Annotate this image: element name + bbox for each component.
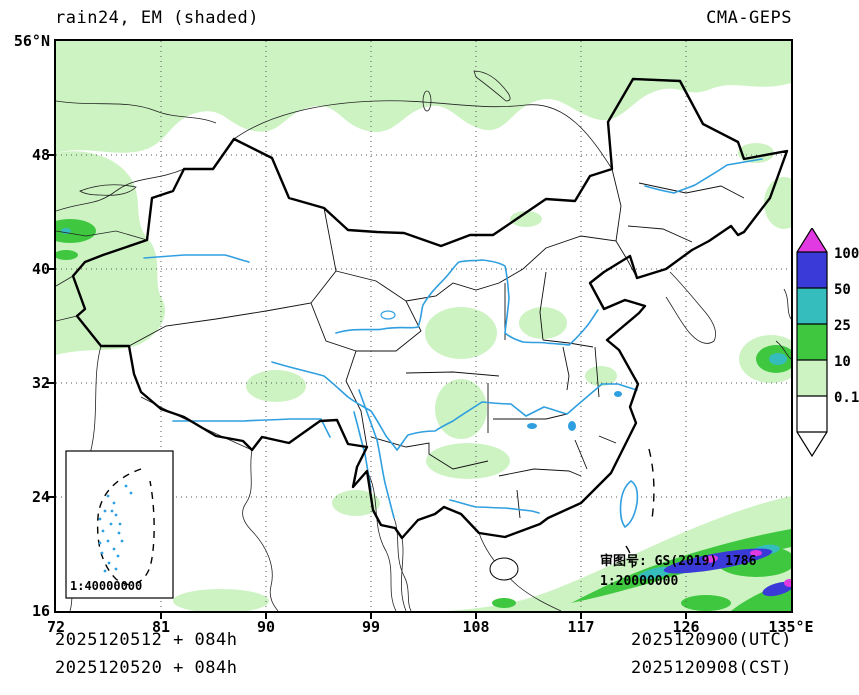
axis-tick bbox=[47, 268, 54, 270]
axis-tick bbox=[265, 613, 267, 619]
taiwan-island bbox=[619, 480, 639, 529]
colorbar-label-25: 25 bbox=[834, 318, 851, 334]
axis-tick bbox=[685, 613, 687, 619]
x-axis-label-108: 108 bbox=[462, 618, 490, 636]
map-scale-label: 1:20000000 bbox=[600, 574, 679, 589]
y-axis-label-48: 48 bbox=[31, 146, 50, 164]
y-axis-label-56n: 56°N bbox=[13, 32, 50, 50]
colorbar-label-50: 50 bbox=[834, 282, 851, 298]
colorbar-label-10: 10 bbox=[834, 354, 851, 370]
map-approval-number: 审图号: GS(2019) 1786 bbox=[600, 554, 757, 569]
national-border bbox=[71, 77, 789, 540]
axis-tick bbox=[47, 154, 54, 156]
init-time-utc: 2025120512 + 084h bbox=[55, 630, 238, 650]
footer-row-1: 2025120512 + 084h 2025120900(UTC) bbox=[55, 630, 792, 658]
x-axis-label-72: 72 bbox=[46, 618, 66, 636]
inset-scale-label: 1:40000000 bbox=[70, 579, 143, 593]
valid-time-utc: 2025120900(UTC) bbox=[630, 630, 792, 650]
map-frame: 1:40000000 审图号: GS(2019) 1786 1:20000000 bbox=[54, 39, 793, 613]
title-bar: rain24, EM (shaded) CMA-GEPS bbox=[55, 8, 792, 28]
grid-lines bbox=[56, 41, 791, 611]
inset-islands bbox=[98, 484, 133, 573]
colorbar-label-0p1: 0.1 bbox=[834, 390, 859, 406]
axis-tick bbox=[160, 613, 162, 619]
x-axis-label-99: 99 bbox=[361, 618, 381, 636]
chart-title: rain24, EM (shaded) bbox=[55, 8, 259, 28]
map-approval-block: 审图号: GS(2019) 1786 1:20000000 bbox=[600, 552, 756, 592]
precip-colorbar bbox=[796, 228, 828, 458]
init-time-cst: 2025120520 + 084h bbox=[55, 658, 238, 678]
x-axis-label-135e: 135°E bbox=[768, 618, 814, 636]
foreign-borders bbox=[56, 70, 791, 611]
axis-tick bbox=[475, 613, 477, 619]
axis-tick bbox=[580, 613, 582, 619]
china-precipitation-map bbox=[56, 41, 791, 611]
axis-tick bbox=[47, 496, 54, 498]
y-axis-label-16: 16 bbox=[31, 602, 50, 620]
islands bbox=[489, 480, 639, 581]
x-axis-label-126: 126 bbox=[672, 618, 700, 636]
x-axis-label-90: 90 bbox=[256, 618, 276, 636]
x-axis-label-117: 117 bbox=[567, 618, 595, 636]
x-axis-label-81: 81 bbox=[151, 618, 171, 636]
y-axis-label-40: 40 bbox=[31, 260, 50, 278]
footer-row-2: 2025120520 + 084h 2025120908(CST) bbox=[55, 658, 792, 686]
axis-tick bbox=[47, 382, 54, 384]
model-name: CMA-GEPS bbox=[706, 8, 792, 28]
y-axis-label-24: 24 bbox=[31, 488, 50, 506]
hainan-island bbox=[489, 557, 519, 581]
valid-time-cst: 2025120908(CST) bbox=[630, 658, 792, 678]
nine-dash-segment bbox=[625, 448, 655, 571]
inset-map bbox=[65, 450, 174, 599]
axis-tick bbox=[370, 613, 372, 619]
y-axis-label-32: 32 bbox=[31, 374, 50, 392]
colorbar-label-100: 100 bbox=[834, 246, 859, 262]
